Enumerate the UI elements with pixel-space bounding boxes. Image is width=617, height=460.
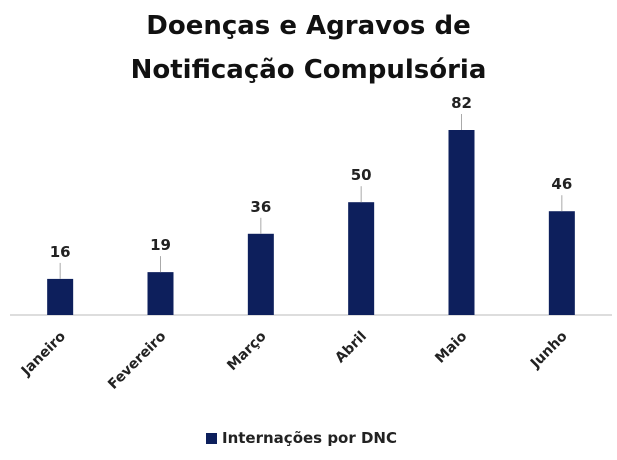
legend-label: Internações por DNC — [222, 429, 397, 447]
data-label: 50 — [351, 166, 372, 184]
data-label: 36 — [250, 198, 271, 216]
bar — [548, 211, 575, 315]
legend-swatch — [206, 433, 217, 444]
x-tick-label: Maio — [432, 328, 470, 366]
bar — [47, 278, 74, 315]
bar — [448, 130, 475, 315]
x-tick-label: Março — [224, 328, 270, 374]
x-tick-label: Junho — [527, 328, 571, 372]
x-tick-label: Abril — [332, 329, 370, 367]
bar — [348, 202, 375, 315]
chart-title: Doenças e Agravos de Notificação Compuls… — [130, 11, 487, 85]
x-tick-label: Fevereiro — [105, 328, 169, 392]
x-tick-label: Janeiro — [18, 328, 69, 379]
data-label: 82 — [451, 94, 472, 112]
data-label: 16 — [50, 243, 71, 261]
data-label: 46 — [551, 175, 572, 193]
bar — [247, 233, 274, 315]
data-label: 19 — [150, 236, 171, 254]
bar — [147, 272, 174, 315]
